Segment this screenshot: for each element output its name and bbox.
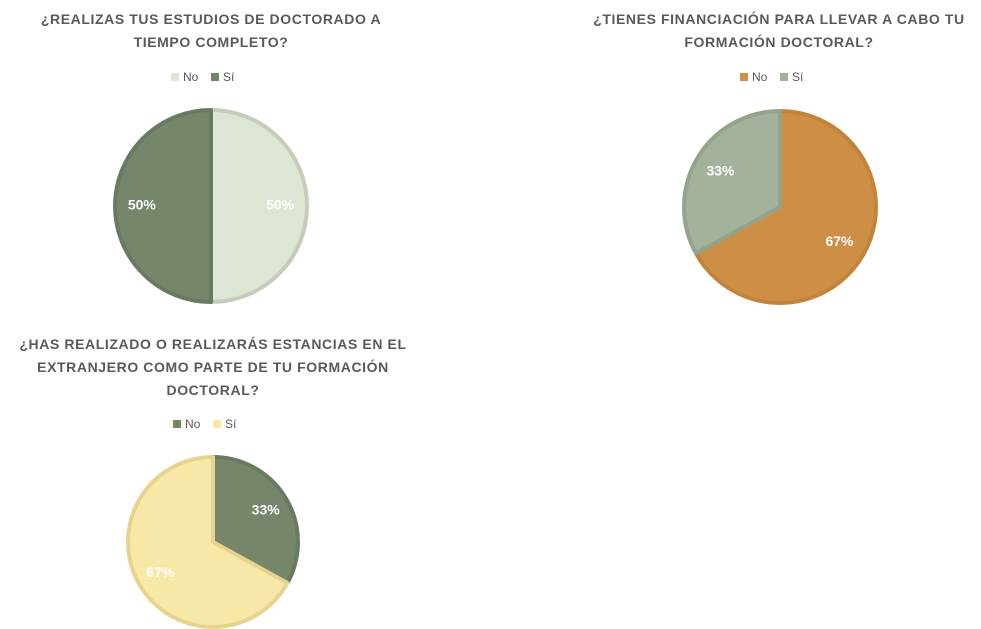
value-label: 50% (128, 197, 157, 213)
value-label: 33% (706, 163, 735, 179)
legend-label: Sí (225, 417, 237, 431)
legend-label: No (183, 70, 199, 84)
legend-label: No (185, 417, 201, 431)
value-label: 67% (825, 233, 854, 249)
legend-label: Sí (792, 70, 804, 84)
legend-swatch (171, 73, 179, 81)
pie-slice (209, 108, 309, 304)
legend-swatch (211, 73, 219, 81)
legend-swatch (213, 420, 221, 428)
value-label: 50% (266, 197, 295, 213)
pie-slice (126, 455, 290, 629)
legend-swatch (740, 73, 748, 81)
chart-title: ¿HAS REALIZADO O REALIZARÁS ESTANCIAS EN… (19, 336, 407, 398)
pie-slice (113, 108, 213, 304)
pie-slice (682, 109, 782, 256)
legend-swatch (780, 73, 788, 81)
legend-label: Sí (223, 70, 235, 84)
value-label: 67% (146, 564, 175, 580)
legend-label: No (752, 70, 768, 84)
pie-slice (693, 109, 878, 305)
chart-title: ¿REALIZAS TUS ESTUDIOS DE DOCTORADO A TI… (40, 11, 382, 50)
legend-swatch (173, 420, 181, 428)
chart-title: ¿TIENES FINANCIACIÓN PARA LLEVAR A CABO … (593, 11, 965, 50)
value-label: 33% (252, 502, 281, 518)
